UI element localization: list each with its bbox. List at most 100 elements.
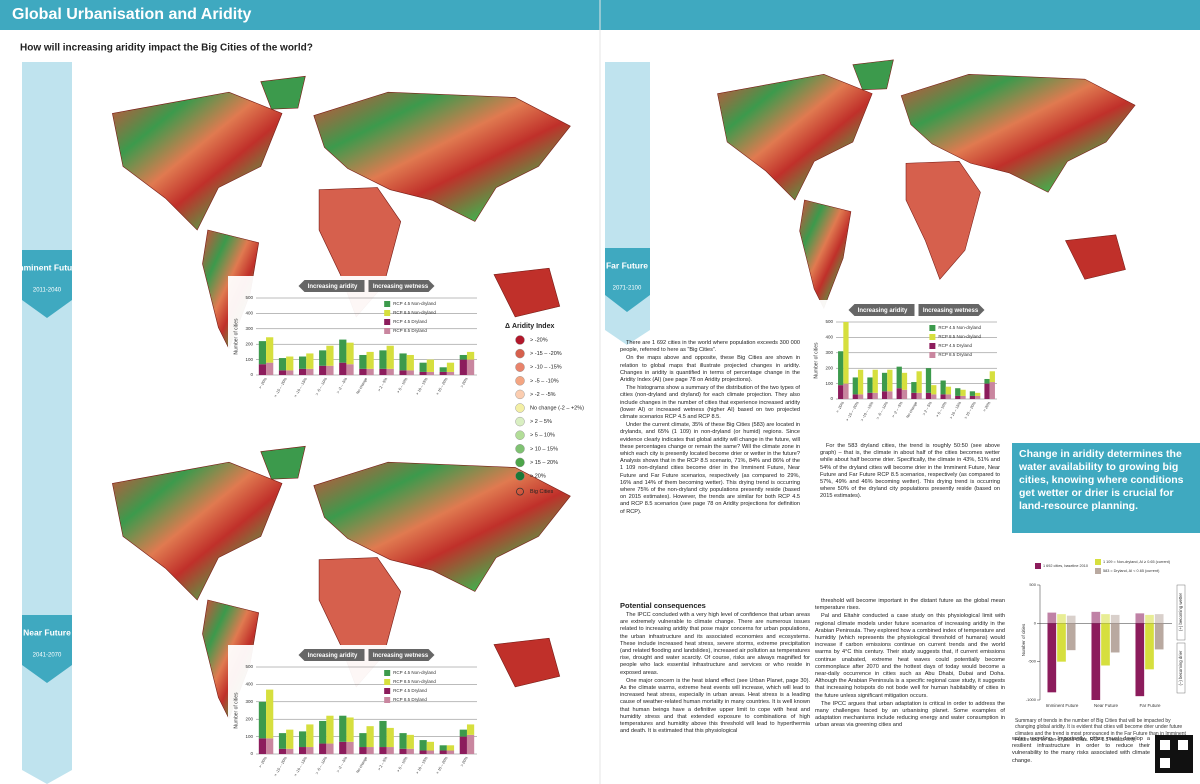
bar xyxy=(960,389,966,396)
bar xyxy=(446,750,455,754)
aridity-legend: Δ Aridity Index > -20% > -15 – -20% > -10 –… xyxy=(505,323,584,496)
bar xyxy=(843,383,849,399)
bar xyxy=(984,383,990,399)
period-name: Near Future xyxy=(23,627,71,637)
bar xyxy=(1135,613,1145,624)
bar xyxy=(278,370,287,375)
legend-swatch xyxy=(515,430,525,440)
bar xyxy=(359,733,367,748)
bar xyxy=(419,750,427,754)
bar xyxy=(426,359,435,372)
legend-swatch xyxy=(384,697,391,703)
bar xyxy=(1145,614,1154,624)
bar xyxy=(896,366,902,389)
bar xyxy=(366,351,374,369)
callout: Change in aridity determines the water a… xyxy=(1012,443,1200,533)
arrow xyxy=(848,304,915,316)
legend-swatch xyxy=(516,487,524,496)
bar xyxy=(940,380,946,395)
period-years: 2071-2100 xyxy=(613,286,642,292)
bar xyxy=(955,388,961,396)
bar xyxy=(379,747,387,754)
consequences-text: threshold will become important in the d… xyxy=(815,598,1005,731)
period-chevron xyxy=(22,615,72,683)
period-years: 2011-2040 xyxy=(33,288,62,294)
bar xyxy=(339,339,347,363)
bar xyxy=(1154,623,1164,650)
legend-swatch xyxy=(515,389,525,400)
bar xyxy=(446,371,455,375)
bar xyxy=(459,736,467,754)
legend-swatch xyxy=(384,301,391,307)
x-tick-label: > 20% xyxy=(983,400,992,412)
bar xyxy=(1047,623,1057,693)
x-tick-label: > 20% xyxy=(460,755,469,767)
bar xyxy=(945,394,952,399)
bar xyxy=(984,378,990,384)
bar xyxy=(867,392,873,399)
x-tick-label: > -20% xyxy=(258,376,268,389)
bar xyxy=(955,395,961,399)
bar xyxy=(339,741,347,754)
bar xyxy=(466,724,475,735)
y-tick-label: 0 xyxy=(1034,620,1037,625)
legend-swatch xyxy=(929,352,936,358)
bar xyxy=(346,364,354,375)
bar xyxy=(286,729,294,749)
legend-label: RCP 8.5 Non-dryland xyxy=(393,310,436,315)
legend-swatch xyxy=(1095,559,1101,565)
bar xyxy=(925,392,932,399)
legend-label: > 5 – 10% xyxy=(530,433,555,439)
legend-label: RCP 4.5 Non-dryland xyxy=(938,325,981,330)
arrow-label: Increasing wetness xyxy=(373,284,429,290)
bar xyxy=(306,747,314,754)
period-band xyxy=(22,62,72,784)
legend-title: Δ Aridity Index xyxy=(505,323,554,330)
x-tick-label: Far Future xyxy=(1139,703,1161,708)
bar xyxy=(426,371,435,375)
bar xyxy=(366,747,374,754)
histograms: Increasing aridity Increasing wetness 0 100… xyxy=(228,276,1003,780)
bar xyxy=(1145,623,1154,670)
bar xyxy=(931,385,937,395)
axis-note: (+) becoming wetter xyxy=(1178,592,1183,631)
bar xyxy=(426,741,435,751)
bar xyxy=(1066,623,1076,651)
bar xyxy=(1101,623,1110,666)
bar xyxy=(339,715,347,742)
bar xyxy=(298,747,307,754)
axis-note-box xyxy=(1176,584,1186,641)
legend-swatch xyxy=(1095,568,1101,574)
arrow-label: Increasing aridity xyxy=(308,284,358,290)
legend-label: > 2 – 5% xyxy=(530,419,552,425)
bar xyxy=(975,392,981,396)
bar xyxy=(466,351,475,360)
bar xyxy=(887,369,893,392)
consequences-text: The IPCC concluded with a very high leve… xyxy=(620,612,810,736)
bar xyxy=(945,386,952,395)
legend-label: 1 692 cities, baseline 2010 xyxy=(1043,564,1088,568)
period-chevron xyxy=(605,248,650,312)
bar xyxy=(306,353,314,369)
legend-label: RCP 4.5 Non-dryland xyxy=(393,301,436,306)
bar xyxy=(379,350,387,369)
legend-swatch xyxy=(515,403,525,413)
paragraph: Pal and Eltahir conducted a case study o… xyxy=(815,613,1005,699)
legend-label: 583 = Dryland, AI < 0.65 (current) xyxy=(1103,569,1160,573)
arrow-label: Increasing aridity xyxy=(308,653,358,659)
bar xyxy=(319,720,327,744)
bar xyxy=(419,740,427,751)
bar xyxy=(406,734,414,749)
summary-caption: Summary of trends in the number of Big C… xyxy=(1015,718,1186,744)
legend-swatch xyxy=(515,457,525,468)
closing-text: water recycling. Importantly, cities mus… xyxy=(1012,736,1150,766)
arrow xyxy=(298,649,365,661)
paragraph: The IPCC concluded with a very high leve… xyxy=(620,612,810,676)
y-tick-label: 300 xyxy=(245,699,253,704)
bar xyxy=(857,394,864,399)
bar xyxy=(852,394,858,399)
bar xyxy=(901,389,908,399)
legend-label: Big Cities xyxy=(530,489,553,495)
y-tick-label: 200 xyxy=(245,716,253,721)
